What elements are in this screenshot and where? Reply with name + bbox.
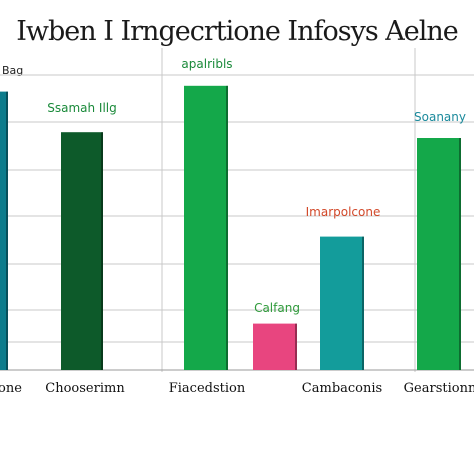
category-label: Fiacedstion bbox=[169, 381, 246, 396]
bar bbox=[417, 138, 461, 370]
category-label: one bbox=[0, 381, 22, 396]
category-labels: one Chooserimn Fiacedstion Cambaconis Gearst… bbox=[0, 381, 474, 396]
bar-edge bbox=[295, 323, 297, 370]
bar-series bbox=[0, 85, 461, 371]
bar-label: Ssamah Illg bbox=[47, 101, 117, 115]
grid-lines bbox=[0, 48, 474, 372]
bar-edge bbox=[362, 236, 364, 370]
category-label: Gearstionn bbox=[404, 381, 474, 396]
bar-edge bbox=[6, 91, 8, 370]
bar bbox=[184, 85, 228, 371]
corner-label: Bag bbox=[2, 64, 23, 77]
bar-label: Soanany bbox=[414, 110, 466, 124]
category-label: Chooserimn bbox=[45, 381, 125, 396]
bar bbox=[61, 132, 103, 370]
bar-labels: Ssamah Illg apalribls Calfang Imarpolcone So… bbox=[47, 57, 466, 315]
bar-label: apalribls bbox=[181, 57, 232, 71]
category-label: Cambaconis bbox=[302, 381, 382, 396]
bar bbox=[253, 323, 297, 370]
bar-label: Calfang bbox=[254, 301, 300, 315]
bar bbox=[0, 91, 8, 370]
bar-label: Imarpolcone bbox=[306, 205, 381, 219]
bar-edge bbox=[101, 132, 103, 370]
chart-title: Iwben I Irngecrtione Infosys Aelne bbox=[16, 16, 458, 47]
bar-edge bbox=[226, 85, 228, 371]
bar bbox=[320, 236, 364, 370]
bar-edge bbox=[459, 138, 461, 370]
